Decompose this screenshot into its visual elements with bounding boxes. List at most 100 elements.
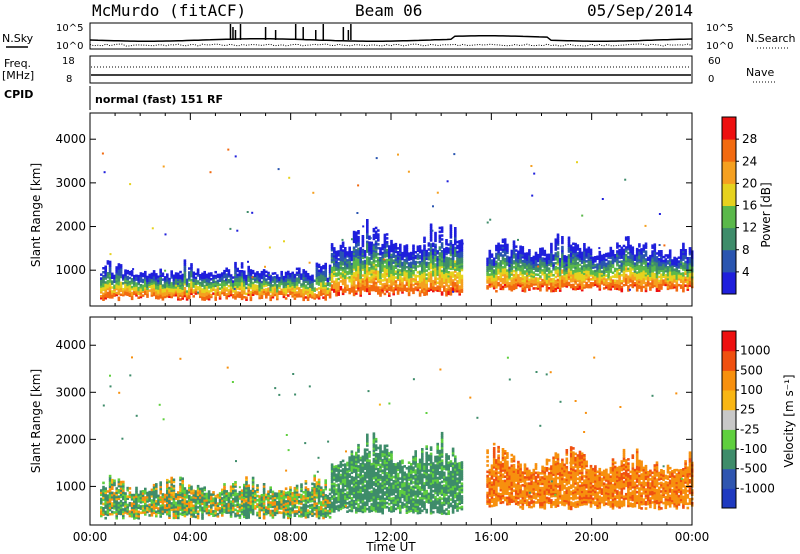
echo-cell [587, 258, 591, 261]
echo-cell [333, 268, 336, 272]
echo-cell [330, 274, 334, 277]
echo-cell [563, 266, 566, 270]
echo-cell [624, 259, 628, 263]
echo-cell [497, 278, 500, 281]
echo-cell [100, 273, 103, 276]
freq-unit-label: [MHz] [2, 69, 34, 82]
echo-cell [280, 290, 283, 294]
echo-cell [567, 269, 571, 273]
echo-cell [436, 285, 439, 288]
freq-label: Freq. [4, 57, 31, 70]
echo-cell [232, 294, 235, 297]
echo-cell [212, 288, 215, 291]
echo-cell [657, 285, 661, 288]
echo-cell [594, 260, 597, 263]
echo-cell [666, 256, 670, 259]
echo-cell [225, 287, 228, 290]
echo-cell [108, 280, 112, 283]
echo-cell [190, 292, 193, 295]
echo-cell [664, 254, 668, 257]
echo-cell [119, 269, 123, 273]
echo-cell [368, 276, 371, 280]
echo-cell [651, 271, 654, 275]
echo-cell [583, 284, 586, 287]
echo-cell [414, 274, 417, 277]
echo-cell [139, 289, 143, 293]
echo-cell [236, 295, 239, 298]
echo-cell [240, 285, 244, 289]
echo-cell [401, 281, 404, 284]
echo-cell [445, 284, 448, 287]
echo-cell [124, 291, 127, 294]
echo-cell [427, 256, 431, 259]
echo-cell [530, 274, 533, 278]
echo-cell [172, 280, 176, 283]
echo-cell [512, 254, 516, 257]
echo-cell [607, 266, 610, 269]
echo-cell [119, 271, 123, 275]
echo-cell [506, 245, 509, 249]
echo-cell [293, 279, 297, 283]
echo-cell [359, 270, 362, 274]
echo-cell [352, 291, 356, 295]
echo-cell [172, 276, 176, 279]
echo-cell [370, 241, 373, 245]
echo-cell [429, 272, 433, 276]
echo-cell [436, 273, 439, 277]
echo-cell [368, 251, 371, 254]
echo-cell [313, 279, 316, 282]
echo-cell [525, 277, 529, 281]
echo-cell [181, 285, 184, 288]
echo-cell [445, 242, 448, 246]
echo-cell [585, 264, 588, 267]
echo-cell [644, 270, 648, 273]
echo-cell [578, 263, 582, 267]
echo-cell [174, 290, 178, 293]
echo-cell [229, 291, 233, 295]
echo-cell [260, 284, 264, 288]
echo-cell [510, 285, 514, 288]
echo-cell [108, 292, 112, 295]
echo-cell [567, 238, 571, 241]
echo-cell [556, 261, 560, 264]
echo-cell [309, 285, 312, 288]
echo-cell [438, 287, 442, 291]
echo-cell [249, 279, 253, 282]
echo-cell [558, 265, 562, 269]
echo-cell [111, 286, 114, 289]
echo-cell [521, 259, 525, 263]
echo-cell [514, 257, 518, 260]
echo-cell [399, 277, 402, 280]
echo-cell [423, 277, 426, 281]
echo-cell [534, 269, 538, 272]
echo-cell [229, 276, 233, 279]
echo-cell [558, 263, 562, 267]
echo-cell [576, 252, 580, 255]
echo-cell [390, 269, 393, 272]
echo-cell [576, 267, 580, 271]
echo-cell [447, 280, 450, 284]
echo-cell [556, 274, 560, 278]
echo-cell [622, 248, 626, 252]
echo-cell [429, 260, 433, 264]
echo-cell [113, 288, 116, 291]
echo-cell [671, 276, 674, 280]
echo-cell [232, 276, 235, 279]
echo-cell [572, 273, 575, 277]
echo-cell [429, 233, 433, 236]
echo-cell [335, 264, 338, 267]
echo-cell [503, 250, 507, 253]
echo-cell [432, 274, 435, 277]
echo-cell [525, 275, 529, 279]
echo-cell [137, 280, 140, 284]
echo-cell [282, 291, 286, 295]
echo-cell [543, 251, 547, 255]
echo-cell [381, 287, 384, 290]
echo-cell [550, 256, 553, 259]
echo-cell [381, 259, 384, 263]
echo-cell [423, 252, 426, 255]
echo-cell [365, 279, 368, 282]
echo-cell [337, 273, 340, 277]
echo-cell [565, 275, 569, 278]
echo-cell [488, 253, 492, 257]
